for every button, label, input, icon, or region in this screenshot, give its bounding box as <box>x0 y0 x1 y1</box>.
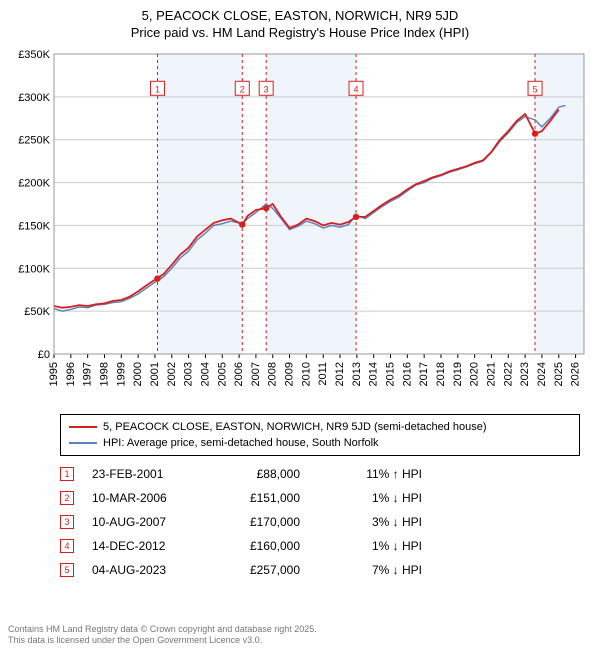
footer-line1: Contains HM Land Registry data © Crown c… <box>8 624 592 635</box>
sales-table: 1 23-FEB-2001£88,00011% ↑ HPI 2 10-MAR-2006… <box>60 462 580 582</box>
sales-row: 2 10-MAR-2006£151,0001% ↓ HPI <box>60 486 580 510</box>
svg-text:2008: 2008 <box>267 362 279 386</box>
svg-text:£350K: £350K <box>18 49 50 61</box>
svg-text:2013: 2013 <box>351 362 363 386</box>
sales-price: £257,000 <box>212 563 312 577</box>
svg-text:2024: 2024 <box>536 362 548 386</box>
title-subtitle: Price paid vs. HM Land Registry's House … <box>10 25 590 40</box>
sales-marker: 3 <box>60 515 74 529</box>
sales-price: £170,000 <box>212 515 312 529</box>
legend-swatch <box>69 426 97 428</box>
sales-date: 14-DEC-2012 <box>92 539 212 553</box>
legend-swatch <box>69 442 97 444</box>
svg-text:£0: £0 <box>38 349 50 361</box>
svg-text:2020: 2020 <box>469 362 481 386</box>
svg-text:4: 4 <box>354 84 359 94</box>
chart-area: £0 £50K £100K £150K £200K £250K £300K £350K 1995… <box>8 48 592 408</box>
svg-text:1999: 1999 <box>115 362 127 386</box>
svg-text:1998: 1998 <box>98 362 110 386</box>
svg-text:2014: 2014 <box>368 362 380 386</box>
sales-date: 04-AUG-2023 <box>92 563 212 577</box>
sales-diff: 1% ↓ HPI <box>312 539 422 553</box>
chart-title-block: 5, PEACOCK CLOSE, EASTON, NORWICH, NR9 5… <box>0 0 600 44</box>
footer-attribution: Contains HM Land Registry data © Crown c… <box>8 624 592 646</box>
price-chart: £0 £50K £100K £150K £200K £250K £300K £350K 1995… <box>8 48 592 408</box>
svg-text:1996: 1996 <box>65 362 77 386</box>
svg-text:2012: 2012 <box>334 362 346 386</box>
legend-row: 5, PEACOCK CLOSE, EASTON, NORWICH, NR9 5… <box>69 419 571 435</box>
sales-row: 5 04-AUG-2023£257,0007% ↓ HPI <box>60 558 580 582</box>
legend-row: HPI: Average price, semi-detached house,… <box>69 435 571 451</box>
svg-text:2019: 2019 <box>452 362 464 386</box>
legend-box: 5, PEACOCK CLOSE, EASTON, NORWICH, NR9 5… <box>60 414 580 456</box>
svg-text:2006: 2006 <box>233 362 245 386</box>
svg-text:2026: 2026 <box>570 362 582 386</box>
svg-text:2011: 2011 <box>317 362 329 386</box>
svg-text:2001: 2001 <box>149 362 161 386</box>
sales-diff: 1% ↓ HPI <box>312 491 422 505</box>
svg-text:2025: 2025 <box>553 362 565 386</box>
sales-row: 3 10-AUG-2007£170,0003% ↓ HPI <box>60 510 580 534</box>
svg-text:£100K: £100K <box>18 263 50 275</box>
sales-marker: 5 <box>60 563 74 577</box>
svg-text:2007: 2007 <box>250 362 262 386</box>
sales-date: 10-MAR-2006 <box>92 491 212 505</box>
svg-text:2018: 2018 <box>435 362 447 386</box>
svg-text:2000: 2000 <box>132 362 144 386</box>
footer-line2: This data is licensed under the Open Gov… <box>8 635 592 646</box>
title-address: 5, PEACOCK CLOSE, EASTON, NORWICH, NR9 5… <box>10 8 590 23</box>
sales-date: 10-AUG-2007 <box>92 515 212 529</box>
svg-text:£300K: £300K <box>18 92 50 104</box>
svg-text:2004: 2004 <box>199 362 211 386</box>
sales-marker: 1 <box>60 467 74 481</box>
sales-diff: 3% ↓ HPI <box>312 515 422 529</box>
svg-text:2: 2 <box>240 84 245 94</box>
svg-text:1: 1 <box>155 84 160 94</box>
sales-marker: 4 <box>60 539 74 553</box>
svg-text:2022: 2022 <box>502 362 514 386</box>
sales-price: £88,000 <box>212 467 312 481</box>
sales-diff: 11% ↑ HPI <box>312 467 422 481</box>
svg-text:1997: 1997 <box>82 362 94 386</box>
svg-text:2017: 2017 <box>418 362 430 386</box>
svg-text:2021: 2021 <box>485 362 497 386</box>
sales-date: 23-FEB-2001 <box>92 467 212 481</box>
sales-row: 1 23-FEB-2001£88,00011% ↑ HPI <box>60 462 580 486</box>
svg-text:£150K: £150K <box>18 220 50 232</box>
sales-marker: 2 <box>60 491 74 505</box>
legend-label: 5, PEACOCK CLOSE, EASTON, NORWICH, NR9 5… <box>103 421 487 433</box>
svg-text:£200K: £200K <box>18 178 50 190</box>
svg-text:1995: 1995 <box>48 362 60 386</box>
legend-label: HPI: Average price, semi-detached house,… <box>103 437 379 449</box>
svg-text:5: 5 <box>533 84 538 94</box>
sales-price: £160,000 <box>212 539 312 553</box>
svg-text:2016: 2016 <box>401 362 413 386</box>
svg-text:3: 3 <box>264 84 269 94</box>
svg-text:2002: 2002 <box>166 362 178 386</box>
sales-diff: 7% ↓ HPI <box>312 563 422 577</box>
sales-price: £151,000 <box>212 491 312 505</box>
svg-text:£250K: £250K <box>18 135 50 147</box>
svg-text:2009: 2009 <box>284 362 296 386</box>
svg-text:2015: 2015 <box>385 362 397 386</box>
svg-text:2005: 2005 <box>216 362 228 386</box>
svg-text:£50K: £50K <box>24 306 50 318</box>
sales-row: 4 14-DEC-2012£160,0001% ↓ HPI <box>60 534 580 558</box>
svg-text:2003: 2003 <box>183 362 195 386</box>
svg-text:2010: 2010 <box>300 362 312 386</box>
svg-text:2023: 2023 <box>519 362 531 386</box>
